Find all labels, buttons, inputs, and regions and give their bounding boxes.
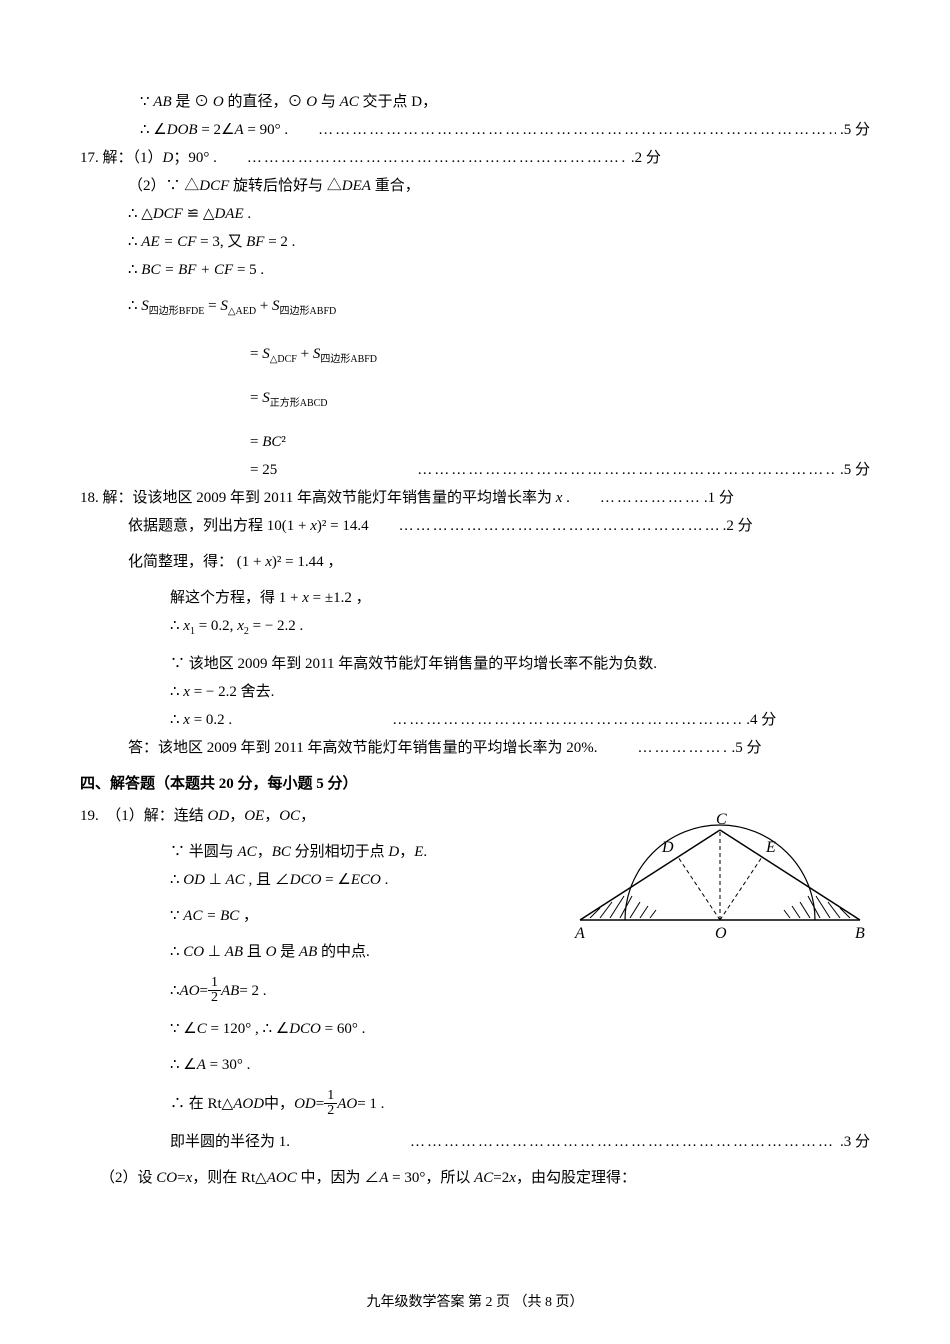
fraction: 12 (324, 1089, 337, 1118)
label-E: E (765, 839, 776, 856)
leader-dots (410, 1130, 836, 1154)
text: ∴ x = − 2.2 舍去. (170, 680, 274, 704)
text: 19. （1）解：连结 OD，OE，OC， (80, 804, 315, 828)
equation-line: = S正方形ABCD (250, 386, 870, 412)
text: ∴ ∠DOB = 2∠A = 90° . (140, 118, 318, 142)
score: .1 分 (704, 486, 734, 510)
proof-line: （2）∵ △DCF 旋转后恰好与 △DEA 重合， (80, 174, 870, 198)
text: ∴ CO ⊥ AB 且 O 是 AB 的中点. (170, 940, 370, 964)
text: ∴ △DCF ≌ △DAE . (128, 202, 251, 226)
text: 即半圆的半径为 1. (170, 1130, 290, 1154)
proof-line: 解这个方程，得 1 + x = ±1.2 ， (80, 586, 870, 610)
leader-dots (247, 146, 627, 170)
text: ∴ x = 0.2 . (170, 708, 392, 732)
question-line: 18. 解：设该地区 2009 年到 2011 年高效节能灯年销售量的平均增长率… (80, 486, 870, 510)
text: ∵ AC = BC ， (170, 904, 258, 928)
proof-line: ∴ ∠A = 30° . (80, 1053, 870, 1077)
question-line: 17. 解：（1）D；90° . .2 分 (80, 146, 870, 170)
proof-line: ∵ AB 是 ⊙ O 的直径，⊙ O 与 AC 交于点 D， (80, 90, 870, 114)
score: .5 分 (731, 736, 761, 760)
proof-line: ∵ ∠C = 120° , ∴ ∠DCO = 60° . (80, 1017, 870, 1041)
text: ∵ 半圆与 AC，BC 分别相切于点 D，E. (170, 840, 427, 864)
proof-line: 即半圆的半径为 1. .3 分 (80, 1130, 870, 1154)
triangle-diagram: A B C D E O (570, 810, 870, 950)
text: 17. 解：（1）D；90° . (80, 146, 247, 170)
proof-line: ∴ AO = 12 AB = 2 . (80, 976, 870, 1005)
proof-line: ∴ 在 Rt△AOD 中， OD = 12 AO = 1 . (80, 1089, 870, 1118)
leader-dots (399, 514, 719, 538)
text: ∵ 该地区 2009 年到 2011 年高效节能灯年销售量的平均增长率不能为负数… (170, 652, 657, 676)
proof-line: ∴ △DCF ≌ △DAE . (80, 202, 870, 226)
proof-line: ∴ BC = BF + CF = 5 . (80, 258, 870, 282)
score: .3 分 (840, 1130, 870, 1154)
text: 依据题意，列出方程 10(1 + x)² = 14.4 (128, 514, 399, 538)
label-A: A (574, 925, 585, 942)
text: （2）∵ △DCF 旋转后恰好与 △DEA 重合， (128, 174, 420, 198)
geometry-figure: A B C D E O (570, 810, 870, 950)
proof-line: ∴ x = − 2.2 舍去. (80, 680, 870, 704)
leader-dots (392, 708, 742, 732)
leader-dots (417, 458, 836, 482)
text: ∴ 在 Rt△AOD 中， OD = 12 AO = 1 . (170, 1089, 384, 1118)
equation-line: ∴ S四边形BFDE = S△AED + S四边形ABFD (80, 294, 870, 320)
text: ∴ x1 = 0.2, x2 = − 2.2 . (170, 614, 303, 640)
text: ∴ OD ⊥ AC , 且 ∠DCO = ∠ECO . (170, 868, 388, 892)
text: ∵ ∠C = 120° , ∴ ∠DCO = 60° . (170, 1017, 365, 1041)
equation-line: = BC² (250, 430, 870, 454)
score: .4 分 (746, 708, 776, 732)
leader-dots (600, 486, 700, 510)
text: ∴ AE = CF = 3, 又 BF = 2 . (128, 230, 295, 254)
text: ∴ ∠A = 30° . (170, 1053, 250, 1077)
label-C: C (716, 811, 727, 828)
text: 答：该地区 2009 年到 2011 年高效节能灯年销售量的平均增长率为 20%… (128, 736, 597, 760)
score: .5 分 (840, 458, 870, 482)
equation-line: = S△DCF + S四边形ABFD (250, 342, 870, 368)
equation-line: = 25 .5 分 (80, 458, 870, 482)
score: .2 分 (723, 514, 753, 538)
section-heading: 四、解答题（本题共 20 分，每小题 5 分） (80, 772, 870, 796)
leader-dots (318, 118, 836, 142)
text: ∴ S四边形BFDE = S△AED + S四边形ABFD (128, 294, 336, 320)
text: ∵ AB 是 ⊙ O 的直径，⊙ O 与 AC 交于点 D， (140, 90, 437, 114)
text: 解这个方程，得 1 + x = ±1.2 ， (170, 586, 371, 610)
text: （2）设 CO=x，则在 Rt△AOC 中，因为 ∠A = 30°，所以 AC=… (100, 1166, 636, 1190)
proof-line: ∴ x = 0.2 . .4 分 (80, 708, 870, 732)
score: .2 分 (631, 146, 661, 170)
proof-line: ∴ x1 = 0.2, x2 = − 2.2 . (80, 614, 870, 640)
proof-line: 化简整理，得： (1 + x)² = 1.44 ， (80, 550, 870, 574)
proof-line: （2）设 CO=x，则在 Rt△AOC 中，因为 ∠A = 30°，所以 AC=… (80, 1166, 870, 1190)
text: 18. 解：设该地区 2009 年到 2011 年高效节能灯年销售量的平均增长率… (80, 486, 600, 510)
page-footer: 九年级数学答案 第 2 页 （共 8 页） (0, 1292, 950, 1314)
score: .5 分 (840, 118, 870, 142)
text: ∴ AO = 12 AB = 2 . (170, 976, 267, 1005)
label-B: B (855, 925, 865, 942)
text: 化简整理，得： (1 + x)² = 1.44 ， (128, 550, 342, 574)
label-D: D (661, 839, 674, 856)
fraction: 12 (208, 976, 221, 1005)
answer-line: 答：该地区 2009 年到 2011 年高效节能灯年销售量的平均增长率为 20%… (80, 736, 870, 760)
text: = 25 (80, 458, 417, 482)
leader-dots (637, 736, 727, 760)
proof-line: ∵ 该地区 2009 年到 2011 年高效节能灯年销售量的平均增长率不能为负数… (80, 652, 870, 676)
text: ∴ BC = BF + CF = 5 . (128, 258, 264, 282)
proof-line: 依据题意，列出方程 10(1 + x)² = 14.4 .2 分 (80, 514, 870, 538)
proof-line: ∴ AE = CF = 3, 又 BF = 2 . (80, 230, 870, 254)
proof-line: ∴ ∠DOB = 2∠A = 90° . .5 分 (80, 118, 870, 142)
label-O: O (715, 925, 727, 942)
